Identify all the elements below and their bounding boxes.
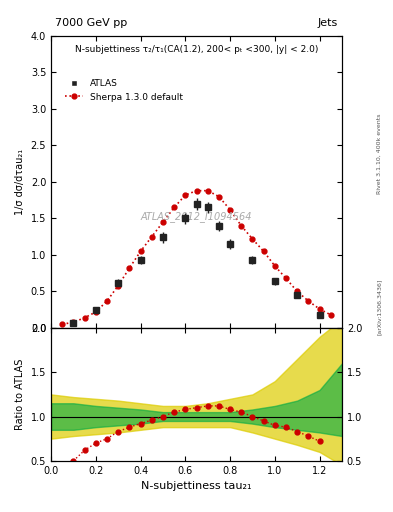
Legend: ATLAS, Sherpa 1.3.0 default: ATLAS, Sherpa 1.3.0 default <box>61 75 187 105</box>
Text: [arXiv:1306.3436]: [arXiv:1306.3436] <box>377 279 382 335</box>
X-axis label: N-subjettiness tau₂₁: N-subjettiness tau₂₁ <box>141 481 252 491</box>
Y-axis label: 1/σ dσ/dτau₂₁: 1/σ dσ/dτau₂₁ <box>15 149 25 215</box>
Text: Jets: Jets <box>318 18 338 28</box>
Text: Rivet 3.1.10, 400k events: Rivet 3.1.10, 400k events <box>377 113 382 194</box>
Text: ATLAS_2012_I1094564: ATLAS_2012_I1094564 <box>141 211 252 222</box>
Text: 7000 GeV pp: 7000 GeV pp <box>55 18 127 28</box>
Y-axis label: Ratio to ATLAS: Ratio to ATLAS <box>15 359 25 430</box>
Text: N-subjettiness τ₂/τ₁(CA(1.2), 200< pₜ <300, |y| < 2.0): N-subjettiness τ₂/τ₁(CA(1.2), 200< pₜ <3… <box>75 45 318 54</box>
